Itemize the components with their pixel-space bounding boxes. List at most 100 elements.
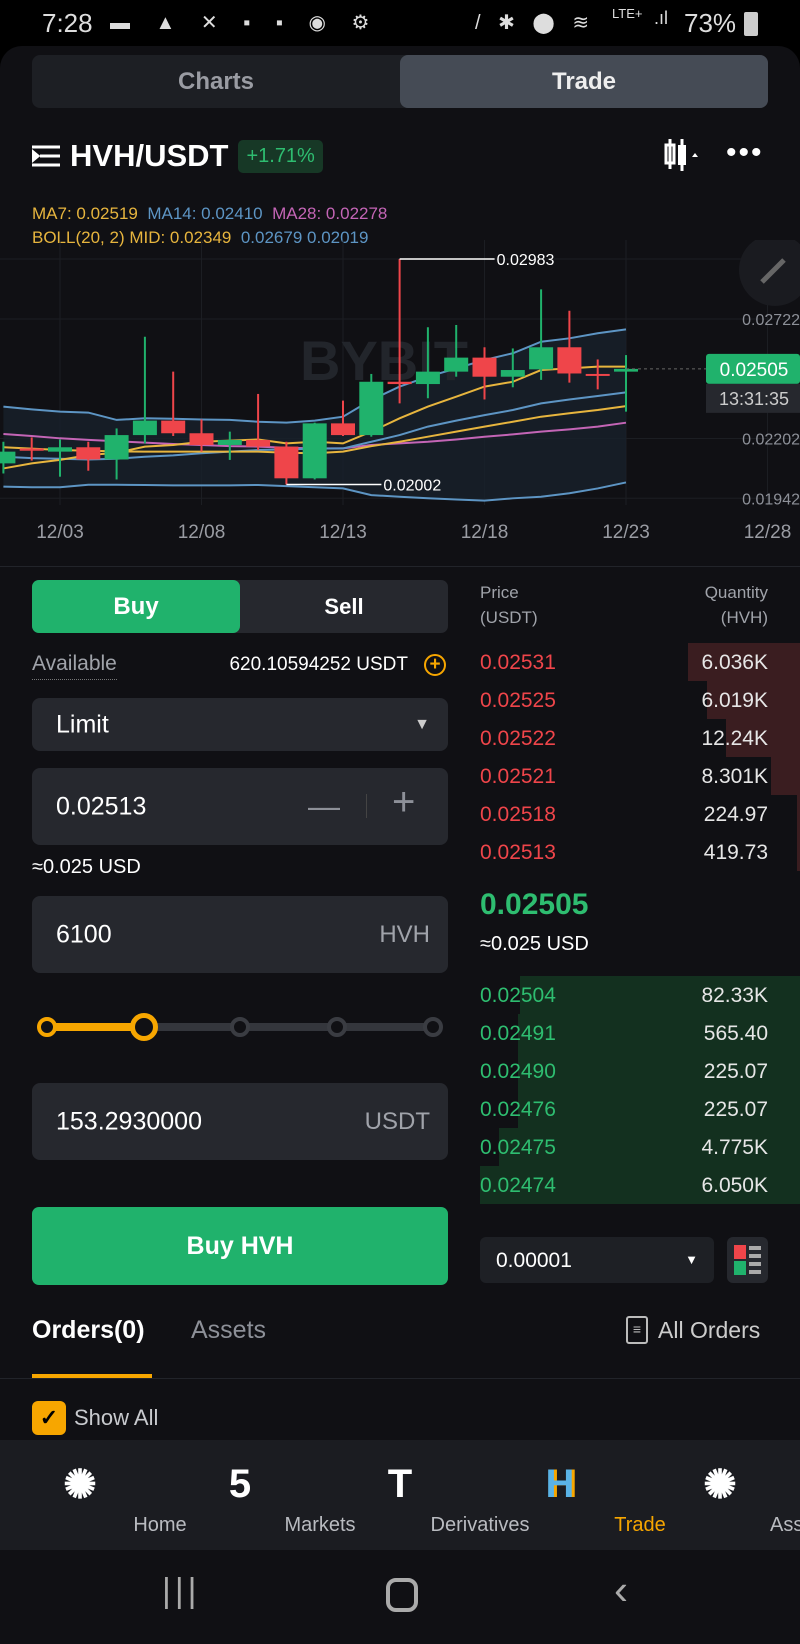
- pair-symbol[interactable]: HVH/USDT: [70, 138, 229, 173]
- tab-trade[interactable]: Trade: [400, 55, 768, 108]
- high-label: 0.02983: [497, 252, 555, 269]
- x-tick-label: 12/18: [461, 522, 509, 543]
- bollinger-band-fill: [3, 329, 626, 501]
- pencil-icon: [760, 258, 786, 284]
- nav-markets[interactable]: 5 Markets: [228, 1462, 356, 1536]
- ask-row[interactable]: 0.02531 6.036K: [480, 643, 800, 681]
- nav-home[interactable]: ✺ Home: [63, 1463, 187, 1536]
- candle-body: [246, 439, 271, 447]
- price-input[interactable]: 0.02513 — +: [32, 768, 448, 845]
- ask-price: 0.02513: [480, 841, 556, 864]
- stepper-divider: [366, 794, 367, 818]
- ask-row[interactable]: 0.02521 8.301K: [480, 757, 800, 795]
- y-tick-label: 0.02722: [742, 312, 800, 329]
- candle-body: [444, 357, 469, 372]
- tab-charts[interactable]: Charts: [177, 67, 255, 95]
- candle-body: [387, 381, 412, 385]
- home-icon: ✺: [63, 1463, 97, 1507]
- derivatives-icon: T: [387, 1462, 413, 1506]
- chevron-down-icon: ▼: [414, 715, 430, 733]
- bid-row[interactable]: 0.02475 4.775K: [480, 1128, 800, 1166]
- bid-quantity: 225.07: [703, 1060, 768, 1083]
- slider-step-0[interactable]: [37, 1017, 57, 1037]
- nav-trade[interactable]: H Trade: [545, 1462, 666, 1536]
- ask-row[interactable]: 0.02513 419.73: [480, 833, 800, 871]
- y-tick-label: 0.02202: [742, 432, 800, 449]
- nav-assets[interactable]: ✺Assets: [703, 1463, 800, 1536]
- precision-select[interactable]: 0.00001 ▼: [480, 1237, 714, 1283]
- back-icon[interactable]: ‹: [614, 1566, 628, 1613]
- depth-bar: [688, 643, 800, 681]
- low-label: 0.02002: [383, 478, 441, 495]
- tab-assets[interactable]: Assets: [191, 1316, 267, 1344]
- nav-derivatives[interactable]: T Derivatives: [387, 1462, 530, 1536]
- countdown-tag: [706, 383, 800, 413]
- candle-body: [472, 357, 497, 377]
- bid-row[interactable]: 0.02491 565.40: [480, 1014, 800, 1052]
- slider-step-50[interactable]: [230, 1017, 250, 1037]
- signal-icon: .ıl: [654, 8, 669, 28]
- price-header: Price (USDT): [480, 583, 538, 627]
- side-toggle: Buy Sell: [32, 580, 448, 633]
- bid-price: 0.02474: [480, 1174, 556, 1197]
- quantity-header: Quantity (HVH): [704, 583, 768, 627]
- total-input[interactable]: 153.2930000 USDT: [32, 1083, 448, 1160]
- buy-submit-button[interactable]: Buy HVH: [32, 1207, 448, 1285]
- boll-bands-value: 0.02679 0.02019: [240, 228, 369, 247]
- book-layout-icon: [734, 1245, 761, 1275]
- ask-row[interactable]: 0.02518 224.97: [480, 795, 800, 833]
- buy-tab[interactable]: Buy: [32, 580, 240, 633]
- bid-row[interactable]: 0.02490 225.07: [480, 1052, 800, 1090]
- depth-bar: [499, 1128, 800, 1166]
- y-tick-label: 0.01942: [742, 491, 800, 508]
- candle-body: [161, 420, 186, 434]
- assets-icon: ✺: [703, 1463, 737, 1507]
- slider-step-25[interactable]: [129, 1013, 158, 1041]
- chart-type-icon[interactable]: [664, 138, 700, 172]
- depth-bar: [771, 757, 800, 795]
- ask-quantity: 6.019K: [701, 689, 768, 712]
- quantity-value: 6100: [56, 920, 112, 948]
- candlestick-chart[interactable]: 12/03 12/08 12/13 12/18 12/23 12/28 BYBIT 0.029…: [0, 240, 800, 560]
- quantity-input[interactable]: 6100 HVH: [32, 896, 448, 973]
- boll-upper-line: [3, 328, 627, 424]
- decrement-button[interactable]: —: [308, 788, 340, 824]
- ask-row[interactable]: 0.02522 12.24K: [480, 719, 800, 757]
- recents-icon[interactable]: |||: [162, 1572, 201, 1610]
- ask-row[interactable]: 0.02525 6.019K: [480, 681, 800, 719]
- depth-bar: [520, 976, 800, 1014]
- bid-row[interactable]: 0.02474 6.050K: [480, 1166, 800, 1204]
- candle-body: [104, 435, 129, 460]
- increment-button[interactable]: +: [392, 780, 416, 824]
- bid-quantity: 225.07: [703, 1098, 768, 1121]
- available-label[interactable]: Available: [32, 652, 117, 680]
- bid-row[interactable]: 0.02476 225.07: [480, 1090, 800, 1128]
- bid-price: 0.02475: [480, 1136, 556, 1159]
- watermark: BYBIT: [300, 329, 468, 392]
- sell-tab[interactable]: Sell: [324, 593, 364, 619]
- bid-quantity: 6.050K: [701, 1174, 768, 1197]
- home-nav-icon[interactable]: [386, 1578, 418, 1612]
- show-all-checkbox[interactable]: ✓: [32, 1401, 66, 1435]
- order-type-select[interactable]: Limit ▼: [32, 698, 448, 751]
- more-icon[interactable]: •••: [726, 136, 764, 169]
- precision-value: 0.00001: [496, 1249, 572, 1272]
- candle-body: [189, 433, 214, 445]
- candle-body: [415, 371, 440, 385]
- menu-icon[interactable]: [32, 144, 60, 168]
- deposit-plus-icon[interactable]: +: [424, 654, 446, 676]
- candle-body: [500, 370, 525, 377]
- bid-row[interactable]: 0.02504 82.33K: [480, 976, 800, 1014]
- slider-step-75[interactable]: [326, 1017, 347, 1037]
- candle-body: [76, 447, 101, 460]
- all-orders-link[interactable]: ≡ All Orders: [626, 1316, 760, 1344]
- notification-icons: ▬ ▲ ✕ ▪ ▪ ◉ ⚙: [110, 12, 380, 34]
- slider-step-100[interactable]: [423, 1017, 443, 1037]
- countdown-label: 13:31:35: [719, 389, 789, 409]
- tab-orders[interactable]: Orders(0): [32, 1316, 145, 1344]
- quantity-slider[interactable]: [32, 1005, 448, 1049]
- book-layout-button[interactable]: [727, 1237, 768, 1283]
- bid-price: 0.02476: [480, 1098, 556, 1121]
- depth-bar: [480, 1166, 800, 1204]
